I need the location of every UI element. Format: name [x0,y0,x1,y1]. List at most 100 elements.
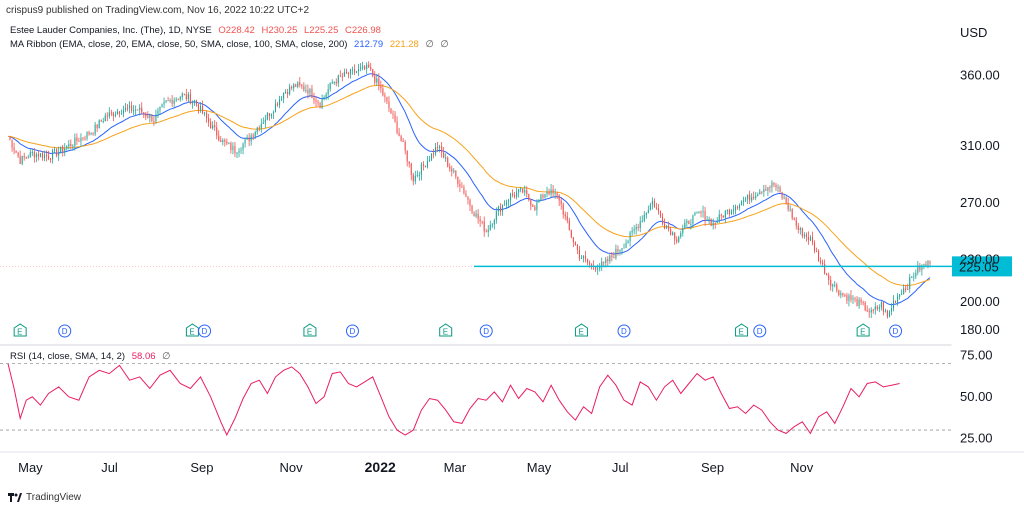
candle-body [718,214,720,222]
candle-body [712,222,714,226]
candle-body [817,251,820,262]
candle-body [477,213,479,220]
candle-body [406,150,408,162]
candle-body [874,306,876,310]
candle-body [591,264,593,266]
candle-body [546,191,548,195]
support-line-group: 225.05 [0,256,1012,277]
rsi-sma-value: ∅ [162,351,171,362]
candle-body [499,206,501,212]
candle-body [457,176,459,185]
price-label-box [952,256,1012,277]
candle-body [625,242,627,248]
candle-body [761,191,763,193]
candle-body [355,71,358,73]
ema50-line [7,84,931,287]
candle-body [388,101,390,109]
candle-body [509,193,512,201]
ma-legend[interactable]: MA Ribbon (EMA, close, 20, EMA, close, 5… [10,39,449,50]
price-tick-label: 270.00 [960,195,1000,210]
time-tick-label: Nov [790,460,814,475]
candle-body [550,189,552,195]
candle-body [495,211,497,221]
candle-body [820,261,822,263]
candle-body [254,132,256,137]
time-tick-label: May [527,460,552,475]
ema50-value: 221.28 [389,39,419,50]
candle-body [769,187,771,189]
candle-body [686,220,688,223]
candle-body [106,115,108,117]
candle-body [789,209,791,211]
candle-body [505,201,508,205]
candle-body [25,157,27,159]
candle-body [483,221,485,232]
candle-body [708,219,710,221]
earnings-marker-label: E [17,328,22,337]
candle-body [562,204,564,215]
candle-body [548,191,550,195]
time-tick-label: Sep [701,460,724,475]
rsi-label: RSI (14, close, SMA, 14, 2) [10,351,126,362]
candle-body [714,222,716,224]
candle-body [661,216,664,224]
candle-body [197,104,200,111]
candle-body [295,84,297,87]
dividend-marker [345,324,359,338]
candle-body [394,114,396,122]
candle-body [88,132,90,135]
candle-body [299,82,301,85]
candle-body [410,163,412,175]
candle-body [674,232,676,240]
candle-body [289,86,291,95]
candle-body [595,267,597,270]
candle-body [175,99,177,101]
candle-body [137,109,139,111]
candle-body [349,69,352,75]
candle-body [319,103,321,108]
candle-body [31,151,33,153]
candle-body [230,143,232,150]
candle-body [424,165,426,168]
candle-body [122,110,125,114]
candle-body [193,100,195,102]
candle-body [382,88,384,96]
candle-body [882,302,884,312]
candle-body [29,152,31,158]
candle-body [41,153,44,158]
tradingview-footer[interactable]: TradingView [8,492,81,503]
candle-body [929,261,931,264]
candle-body [309,88,311,94]
candle-body [631,230,633,233]
currency-label: USD [960,25,987,40]
price-tick-label: 310.00 [960,138,1000,153]
candle-body [497,206,499,212]
candle-body [542,194,544,198]
candle-body [345,72,347,74]
candle-body [84,138,86,140]
candle-body [743,200,745,202]
candle-body [578,249,580,259]
candle-body [828,274,830,280]
candle-body [285,91,287,93]
candle-body [37,153,39,157]
rsi-legend[interactable]: RSI (14, close, SMA, 14, 2) 58.06 ∅ [10,351,170,362]
time-tick-label: 2022 [365,459,396,475]
candle-body [848,295,850,301]
candle-body [293,84,295,89]
candle-body [169,100,171,102]
candle-body [337,75,339,84]
candle-body [785,197,787,204]
ma-ribbon [7,73,931,306]
candle-body [23,155,25,158]
candle-body [465,193,467,197]
tradingview-brand: TradingView [26,492,82,503]
candle-body [303,86,305,91]
sma200-value: ∅ [440,39,449,50]
candle-body [913,276,915,278]
candle-body [485,231,487,233]
candle-body [536,202,538,211]
candle-body [380,85,382,89]
